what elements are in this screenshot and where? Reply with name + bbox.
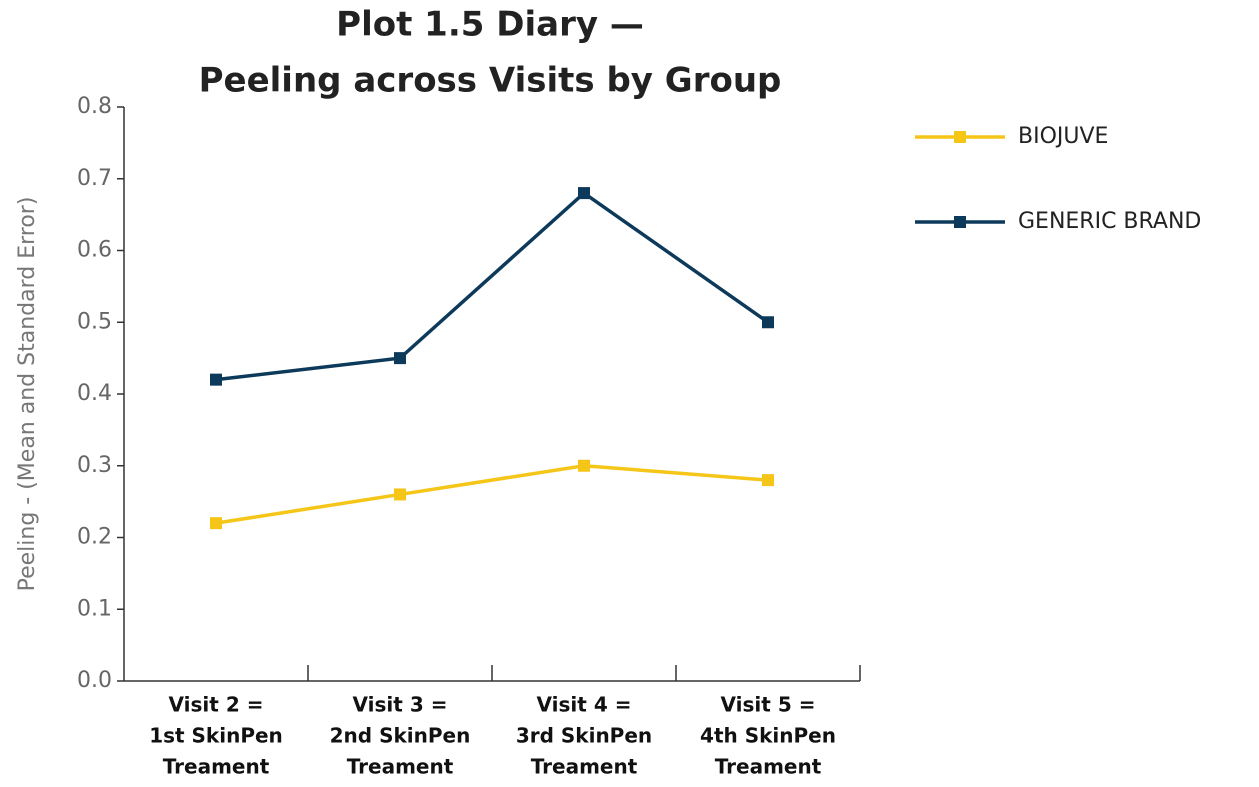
x-tick-label: Treament [347,755,454,779]
series-marker [578,187,590,200]
chart-title: Plot 1.5 Diary — [336,5,644,45]
series-marker [762,316,774,329]
series-marker [578,459,590,472]
x-tick-label: Visit 4 = [537,693,632,717]
series-line [215,190,770,382]
series-marker [210,373,222,386]
series-marker [210,517,222,530]
x-tick-label: Visit 2 = [169,693,264,717]
y-tick-label: 0.8 [77,94,112,119]
x-tick-label: Visit 5 = [721,693,816,717]
legend-label: BIOJUVE [1018,124,1108,149]
y-tick-label: 0.1 [77,596,112,621]
y-tick-label: 0.6 [77,238,112,263]
y-tick-label: 0.4 [77,381,112,406]
x-tick-label: Treament [715,755,822,779]
legend-marker [954,216,966,228]
y-tick-label: 0.3 [77,453,112,478]
series-marker [762,474,774,487]
x-tick-label: 3rd SkinPen [516,724,652,748]
x-tick-label: 1st SkinPen [149,724,283,748]
y-axis-label: Peeling - (Mean and Standard Error) [15,197,40,592]
legend-marker [954,131,966,143]
series-marker [394,488,406,501]
x-tick-label: 2nd SkinPen [330,724,471,748]
x-tick-label: Treament [531,755,638,779]
series-marker [394,352,406,365]
series-line [215,463,769,525]
chart-title: Peeling across Visits by Group [199,61,782,101]
y-tick-label: 0.7 [77,166,112,191]
y-tick-label: 0.2 [77,525,112,550]
legend-label: GENERIC BRAND [1018,209,1201,234]
x-tick-label: Treament [163,755,270,779]
x-tick-label: 4th SkinPen [700,724,836,748]
y-tick-label: 0.5 [77,309,112,334]
y-tick-label: 0.0 [77,668,112,693]
x-tick-label: Visit 3 = [353,693,448,717]
